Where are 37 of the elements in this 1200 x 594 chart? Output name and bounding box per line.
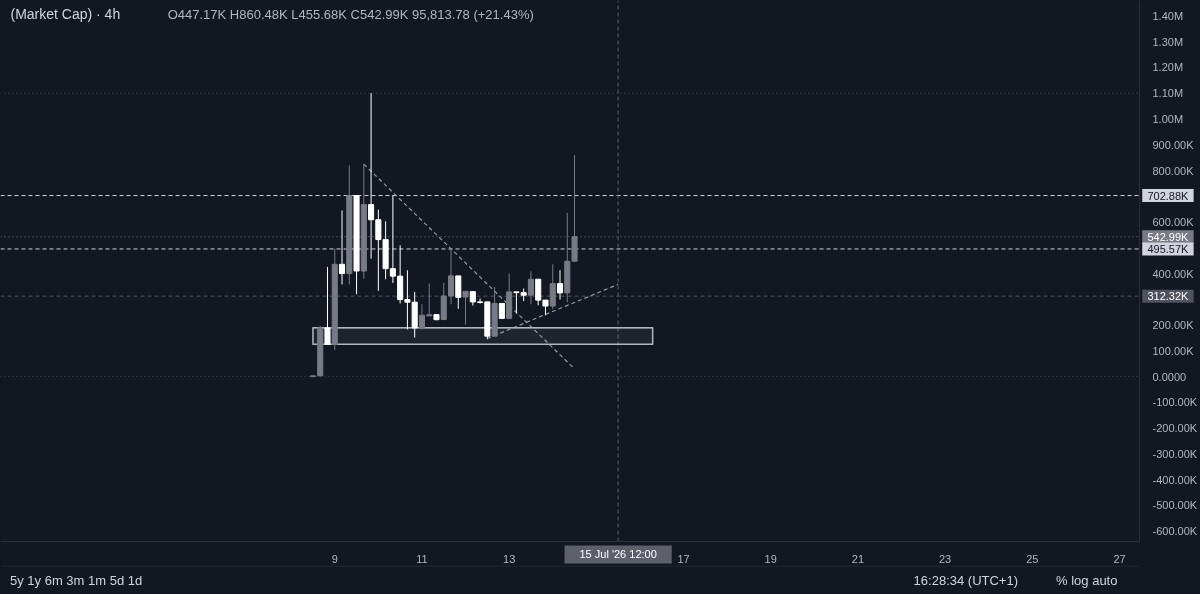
x-tick-label: 19	[764, 552, 777, 565]
y-tick-label: -400.00K	[1152, 473, 1198, 486]
y-tick-label: 400.00K	[1152, 267, 1195, 280]
y-tick-label: 1.40M	[1152, 9, 1184, 22]
x-tick-label: 17	[677, 552, 690, 565]
ref-line-label: 495.57K	[1147, 242, 1190, 255]
text: % log auto	[1056, 572, 1118, 588]
y-tick-label: 1.30M	[1152, 35, 1184, 48]
ref-line-label: 312.32K	[1147, 290, 1190, 303]
ref-line-label: 15 Jul '26 12:00	[579, 548, 657, 561]
y-tick-label: -500.00K	[1152, 499, 1198, 512]
x-tick-label: 13	[503, 552, 516, 565]
x-tick-label: 25	[1026, 552, 1039, 565]
y-tick-label: 600.00K	[1152, 216, 1195, 229]
y-tick-label: -300.00K	[1152, 447, 1198, 460]
y-tick-label: 200.00K	[1152, 319, 1195, 332]
y-tick-label: 1.00M	[1152, 113, 1184, 125]
ref-line-label: 702.88K	[1147, 189, 1190, 202]
y-tick-label: 0.0000	[1152, 370, 1187, 383]
y-tick-label: 1.10M	[1152, 87, 1184, 100]
x-tick-label: 23	[939, 552, 952, 565]
y-tick-label: -200.00K	[1152, 422, 1198, 435]
y-tick-label: 900.00K	[1152, 138, 1195, 151]
annotation: O447.17K H860.48K L455.68K C542.99K 95,813.78 (+21.43%)	[167, 6, 534, 22]
x-tick-label: 11	[416, 552, 428, 565]
x-tick-label: 9	[331, 552, 338, 565]
text: 16:28:34 (UTC+1)	[913, 572, 1019, 588]
y-tick-label: 100.00K	[1152, 344, 1195, 357]
y-tick-label: -600.00K	[1152, 525, 1198, 538]
chart-title: (Market Cap) · 4h	[10, 5, 121, 22]
y-tick-label: -100.00K	[1152, 396, 1198, 409]
ref-line-label: 542.99K	[1147, 230, 1190, 243]
y-tick-label: 800.00K	[1152, 164, 1195, 177]
y-tick-label: 1.20M	[1152, 61, 1184, 74]
x-tick-label: 27	[1113, 552, 1126, 565]
x-tick-label: 21	[851, 552, 865, 565]
text: 5y 1y 6m 3m 1m 5d 1d	[9, 572, 143, 588]
